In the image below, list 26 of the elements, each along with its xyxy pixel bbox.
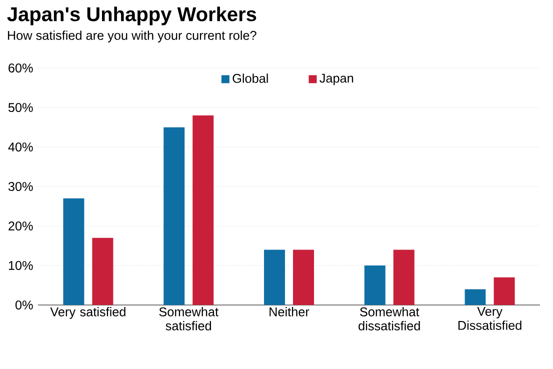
y-tick-label: 60% [8, 64, 33, 72]
bar [164, 127, 185, 305]
bar [464, 289, 486, 305]
y-tick-label: 10% [8, 261, 33, 270]
chart-title: Japan's Unhappy Workers [7, 6, 256, 26]
bar [494, 277, 515, 305]
y-tick-label: 20% [8, 222, 33, 230]
bar [92, 238, 114, 305]
bar [264, 250, 285, 305]
legend-label: Japan [320, 74, 354, 86]
x-tick-label: Very Dissatisfied [458, 307, 522, 330]
bar [364, 266, 386, 305]
bar [192, 115, 214, 305]
x-tick-label: Somewhat satisfied [159, 307, 218, 330]
y-tick-label: 50% [8, 103, 33, 112]
chart-subtitle: How satisfied are you with your current role? [8, 30, 256, 42]
y-tick-label: 0% [15, 300, 33, 310]
y-tick-label: 40% [8, 142, 33, 152]
y-tick-label: 30% [8, 182, 33, 191]
bar [63, 198, 84, 305]
x-tick-label: Neither [270, 307, 310, 316]
x-tick-label: Very satisfied [50, 307, 126, 319]
legend-label: Global [232, 74, 268, 83]
x-tick-label: Somewhat dissatisfied [358, 307, 420, 330]
bar [293, 250, 314, 305]
bar [393, 250, 414, 305]
